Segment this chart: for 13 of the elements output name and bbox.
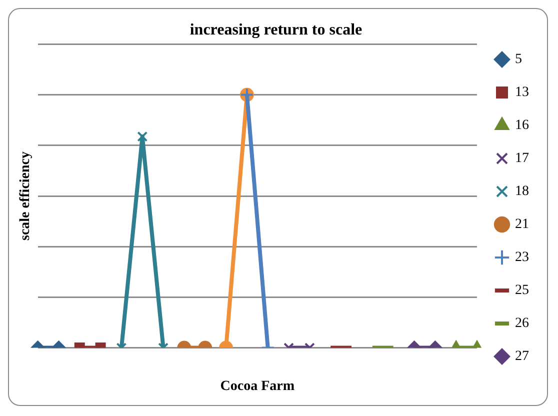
y-axis-title: scale efficiency xyxy=(18,151,34,241)
legend-label: 21 xyxy=(515,217,529,232)
x-axis-title: Cocoa Farm xyxy=(220,379,295,394)
legend-label: 18 xyxy=(515,184,529,200)
legend-label: 27 xyxy=(515,349,529,364)
legend-label: 26 xyxy=(515,316,529,332)
legend-label: 5 xyxy=(515,52,522,68)
legend-label: 13 xyxy=(515,85,529,100)
legend-label: 23 xyxy=(515,250,529,266)
chart-title: increasing return to scale xyxy=(190,22,362,39)
legend-label: 16 xyxy=(515,118,529,134)
legend-label: 25 xyxy=(515,283,529,298)
legend-label: 17 xyxy=(515,151,529,166)
